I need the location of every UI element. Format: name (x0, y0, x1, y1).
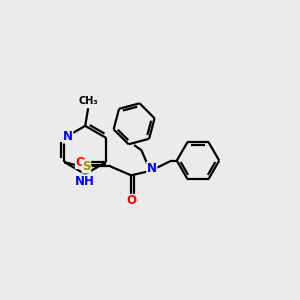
Text: N: N (147, 162, 157, 175)
Text: CH₃: CH₃ (79, 96, 99, 106)
Text: NH: NH (75, 175, 95, 188)
Text: O: O (76, 156, 85, 169)
Text: S: S (82, 160, 91, 173)
Text: N: N (63, 130, 73, 143)
Text: O: O (126, 194, 136, 207)
